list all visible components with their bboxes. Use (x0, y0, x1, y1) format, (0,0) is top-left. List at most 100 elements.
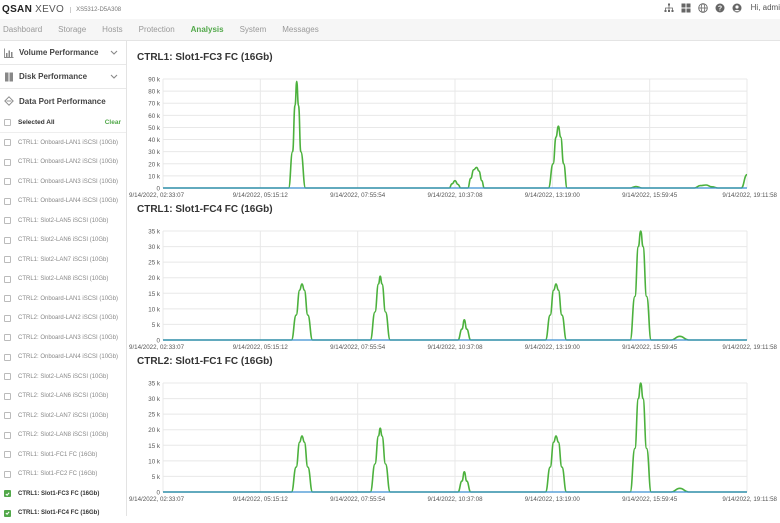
tab-analysis[interactable]: Analysis (183, 19, 232, 41)
user-icon[interactable] (732, 2, 743, 13)
chart-fc3: 010 k20 k30 k40 k50 k60 k70 k80 k90 k9/1… (128, 72, 780, 202)
port-list-item[interactable]: CTRL1: Onboard-LAN3 iSCSI (10Gb) (0, 172, 126, 192)
chart-title: CTRL1: Slot1-FC3 FC (16Gb) (137, 52, 273, 63)
grid-icon[interactable] (681, 2, 692, 13)
x-tick-label: 9/14/2022, 02:33:07 (129, 192, 185, 199)
port-list-item[interactable]: CTRL2: Slot2-LAN5 iSCSI (10Gb) (0, 367, 126, 387)
y-tick-label: 90 k (148, 77, 161, 84)
port-list-item[interactable]: CTRL1: Onboard-LAN4 iSCSI (10Gb) (0, 192, 126, 212)
port-list-item[interactable]: CTRL1: Slot2-LAN6 iSCSI (10Gb) (0, 231, 126, 251)
chevron-down-icon[interactable] (110, 73, 118, 82)
port-list-item[interactable]: CTRL1: Onboard-LAN2 iSCSI (10Gb) (0, 153, 126, 173)
svg-text:?: ? (718, 5, 722, 12)
port-list-item[interactable]: CTRL2: Slot2-LAN7 iSCSI (10Gb) (0, 406, 126, 426)
y-tick-label: 20 k (148, 275, 161, 282)
port-list-item[interactable]: CTRL1: Slot2-LAN8 iSCSI (10Gb) (0, 270, 126, 290)
port-list-item[interactable]: CTRL1: Slot1-FC4 FC (16Gb) (0, 504, 126, 523)
port-checkbox[interactable] (4, 354, 11, 361)
section-volume-performance[interactable]: Volume Performance (0, 41, 126, 65)
chart-title: CTRL1: Slot1-FC4 FC (16Gb) (137, 204, 273, 215)
y-tick-label: 15 k (148, 443, 161, 450)
port-label: CTRL1: Slot2-LAN5 iSCSI (10Gb) (18, 218, 108, 224)
tab-protection[interactable]: Protection (131, 19, 183, 41)
select-all-checkbox[interactable] (4, 119, 11, 126)
port-list-item[interactable]: CTRL1: Slot2-LAN7 iSCSI (10Gb) (0, 250, 126, 270)
y-tick-label: 50 k (148, 125, 161, 132)
chevron-down-icon[interactable] (110, 49, 118, 58)
x-tick-label: 9/14/2022, 10:37:08 (427, 496, 483, 503)
port-checkbox[interactable] (4, 237, 11, 244)
section-data-port-performance[interactable]: Data Port Performance (0, 89, 126, 113)
network-icon[interactable] (664, 2, 675, 13)
port-list-item[interactable]: CTRL2: Onboard-LAN2 iSCSI (10Gb) (0, 309, 126, 329)
section-label: Data Port Performance (19, 97, 106, 106)
section-label: Disk Performance (19, 72, 87, 81)
x-tick-label: 9/14/2022, 13:19:00 (525, 496, 581, 503)
clear-link[interactable]: Clear (105, 119, 121, 126)
user-greeting[interactable]: Hi, admi (751, 3, 780, 12)
port-checkbox[interactable] (4, 198, 11, 205)
logo-sub: XEVO (35, 4, 64, 15)
logo-main: QSAN (2, 4, 32, 15)
help-icon[interactable]: ? (715, 2, 726, 13)
port-checkbox[interactable] (4, 159, 11, 166)
port-checkbox[interactable] (4, 432, 11, 439)
port-list-item[interactable]: CTRL2: Onboard-LAN4 iSCSI (10Gb) (0, 348, 126, 368)
y-tick-label: 80 k (148, 89, 161, 96)
x-tick-label: 9/14/2022, 02:33:07 (129, 496, 185, 503)
x-tick-label: 9/14/2022, 07:55:54 (330, 496, 386, 503)
port-checkbox[interactable] (4, 276, 11, 283)
port-list-item[interactable]: CTRL2: Onboard-LAN3 iSCSI (10Gb) (0, 328, 126, 348)
tab-system[interactable]: System (232, 19, 275, 41)
x-tick-label: 9/14/2022, 15:59:45 (622, 192, 678, 199)
port-list-item[interactable]: CTRL1: Slot1-FC1 FC (16Gb) (0, 445, 126, 465)
section-label: Volume Performance (19, 48, 98, 57)
port-checkbox[interactable] (4, 217, 11, 224)
device-model: XS5312-D5A308 (70, 7, 121, 13)
port-checkbox[interactable] (4, 471, 11, 478)
port-checkbox[interactable] (4, 393, 11, 400)
port-checkbox[interactable] (4, 373, 11, 380)
port-list-item[interactable]: CTRL1: Onboard-LAN1 iSCSI (10Gb) (0, 133, 126, 153)
port-checkbox[interactable] (4, 178, 11, 185)
check-icon (5, 510, 10, 516)
port-list-item[interactable]: CTRL2: Onboard-LAN1 iSCSI (10Gb) (0, 289, 126, 309)
x-tick-label: 9/14/2022, 05:15:12 (233, 496, 289, 503)
x-tick-label: 9/14/2022, 07:55:54 (330, 192, 386, 199)
port-label: CTRL2: Onboard-LAN2 iSCSI (10Gb) (18, 315, 118, 321)
x-tick-label: 9/14/2022, 07:55:54 (330, 344, 386, 351)
y-tick-label: 20 k (148, 427, 161, 434)
port-checkbox[interactable] (4, 412, 11, 419)
port-list-item[interactable]: CTRL1: Slot1-FC3 FC (16Gb) (0, 484, 126, 504)
x-tick-label: 9/14/2022, 10:37:08 (427, 344, 483, 351)
port-checkbox[interactable] (4, 451, 11, 458)
x-tick-label: 9/14/2022, 19:11:58 (722, 192, 777, 199)
port-checkbox[interactable] (4, 490, 11, 497)
section-disk-performance[interactable]: Disk Performance (0, 65, 126, 89)
y-tick-label: 10 k (148, 173, 161, 180)
port-checkbox[interactable] (4, 256, 11, 263)
port-list-item[interactable]: CTRL2: Slot2-LAN6 iSCSI (10Gb) (0, 387, 126, 407)
x-tick-label: 9/14/2022, 15:59:45 (622, 496, 678, 503)
tab-storage[interactable]: Storage (50, 19, 94, 41)
port-checkbox[interactable] (4, 139, 11, 146)
tab-messages[interactable]: Messages (274, 19, 326, 41)
globe-icon[interactable] (698, 2, 709, 13)
y-tick-label: 30 k (148, 149, 161, 156)
y-tick-label: 10 k (148, 458, 161, 465)
y-tick-label: 30 k (148, 396, 161, 403)
port-label: CTRL2: Onboard-LAN4 iSCSI (10Gb) (18, 354, 118, 360)
port-list-item[interactable]: CTRL1: Slot1-FC2 FC (16Gb) (0, 465, 126, 485)
y-tick-label: 5 k (152, 474, 161, 481)
port-list-item[interactable]: CTRL2: Slot2-LAN8 iSCSI (10Gb) (0, 426, 126, 446)
port-checkbox[interactable] (4, 315, 11, 322)
chart-ctrl2-fc1: 05 k10 k15 k20 k25 k30 k35 k9/14/2022, 0… (128, 376, 780, 506)
port-list-item[interactable]: CTRL1: Slot2-LAN5 iSCSI (10Gb) (0, 211, 126, 231)
y-tick-label: 10 k (148, 306, 161, 313)
port-checkbox[interactable] (4, 334, 11, 341)
port-checkbox[interactable] (4, 295, 11, 302)
tab-hosts[interactable]: Hosts (94, 19, 130, 41)
tab-dashboard[interactable]: Dashboard (0, 19, 50, 41)
port-label: CTRL1: Slot1-FC4 FC (16Gb) (18, 510, 99, 516)
